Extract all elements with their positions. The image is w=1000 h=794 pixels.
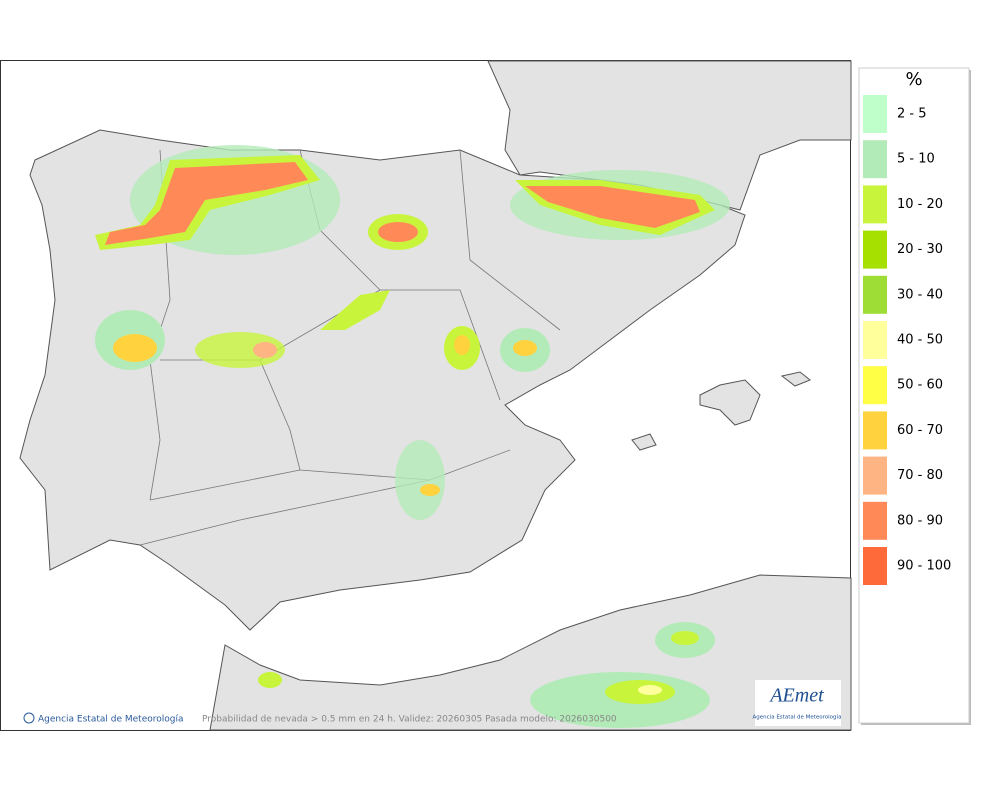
legend-label: 2 - 5 — [897, 107, 927, 122]
snow-area — [395, 440, 445, 520]
copyright-icon — [23, 712, 35, 724]
legend-label: 10 - 20 — [897, 197, 943, 212]
legend-label: 40 - 50 — [897, 333, 943, 348]
menorca — [780, 371, 811, 387]
snow-area — [525, 186, 700, 228]
snow-area — [513, 340, 537, 356]
caption: Probabilidad de nevada > 0.5 mm en 24 h.… — [202, 715, 617, 725]
logo-subtitle: Agencia Estatal de Meteorología — [753, 714, 842, 721]
legend-label: 60 - 70 — [897, 423, 943, 438]
legend-swatch — [863, 230, 887, 269]
snow-area — [105, 162, 308, 245]
legend-label: 50 - 60 — [897, 378, 943, 393]
snow-area — [671, 631, 699, 645]
ibiza — [631, 433, 657, 451]
snow-area — [258, 672, 282, 688]
snow-area — [420, 484, 440, 496]
snow-area — [378, 222, 418, 242]
legend-swatch — [863, 321, 887, 359]
legend-swatch — [863, 185, 887, 224]
legend-swatch — [863, 275, 887, 314]
snow-area — [638, 685, 662, 695]
snow-area — [113, 334, 157, 362]
legend-label: 30 - 40 — [897, 287, 943, 302]
snow-area — [320, 290, 390, 330]
legend-swatch — [863, 501, 887, 540]
mallorca — [699, 379, 761, 426]
logo-box — [755, 680, 841, 726]
legend-swatch — [863, 95, 887, 133]
legend-label: 70 - 80 — [897, 468, 943, 483]
legend-label: 80 - 90 — [897, 513, 943, 528]
legend-label: 90 - 100 — [897, 559, 951, 574]
snow-area — [253, 342, 277, 358]
legend-swatch — [863, 456, 887, 495]
legend-swatch — [863, 366, 887, 405]
legend-swatch — [863, 547, 887, 585]
credit: Agencia Estatal de Meteorología — [38, 715, 184, 725]
legend-title: % — [905, 69, 922, 90]
legend-swatch — [863, 411, 887, 450]
legend-label: 20 - 30 — [897, 242, 943, 257]
iberia — [19, 129, 746, 631]
legend-swatch — [863, 140, 887, 179]
snow-probability — [95, 145, 730, 728]
legend: % 2 - 5 5 - 10 10 - 20 20 - 30 30 - 40 40 - 5… — [858, 67, 971, 725]
legend-label: 5 - 10 — [897, 152, 935, 167]
logo: AEmet — [768, 685, 824, 707]
snow-area — [195, 332, 285, 368]
snow-area — [454, 335, 470, 355]
